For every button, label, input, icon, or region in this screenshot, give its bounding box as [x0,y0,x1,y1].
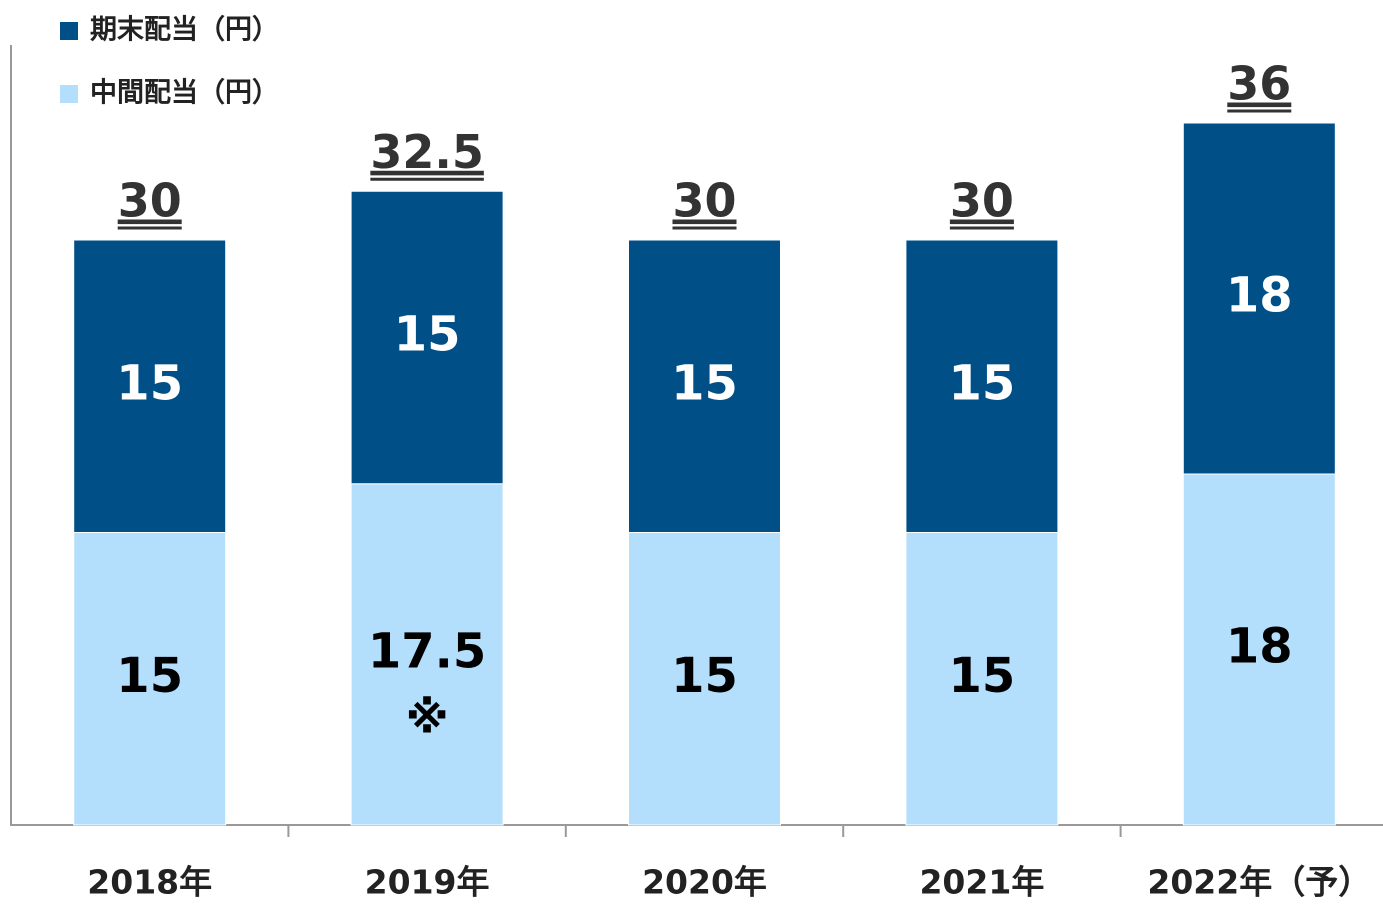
bar-segment [628,532,781,826]
legend-label: 中間配当（円） [90,78,279,109]
total-label: 32.5 [370,125,484,179]
bar-segment [628,239,781,533]
legend-swatch [60,22,78,40]
x-tick-label: 2020年 [642,863,767,902]
bar-label: 15 [949,355,1016,411]
bar-segment [905,239,1059,533]
total-label: 36 [1227,57,1291,111]
total-label: 30 [118,174,182,228]
bar-segment [73,532,227,826]
bar-segment [350,483,504,826]
bar-segment [1182,473,1336,826]
bar-label: 17.5 [368,623,486,679]
bar-label: 15 [671,648,738,704]
bar-label: 15 [116,355,183,411]
x-tick-label: 2022年（予） [1147,863,1371,902]
bar-label: 15 [394,307,461,363]
x-tick-label: 2019年 [365,863,490,902]
bar-segment [73,239,227,533]
annotation: ※ [406,692,449,743]
bar-segment [350,190,504,485]
bar-segment [1182,122,1336,475]
bar-label: 18 [1226,619,1293,675]
bar-label: 18 [1226,268,1293,324]
x-tick-label: 2018年 [87,863,212,902]
bar-label: 15 [116,648,183,704]
total-label: 30 [950,174,1014,228]
legend-swatch [60,85,78,103]
total-label: 30 [672,174,736,228]
x-tick-label: 2021年 [919,863,1044,902]
legend-label: 期末配当（円） [90,15,279,46]
bar-label: 15 [949,648,1016,704]
bar-label: 15 [671,355,738,411]
